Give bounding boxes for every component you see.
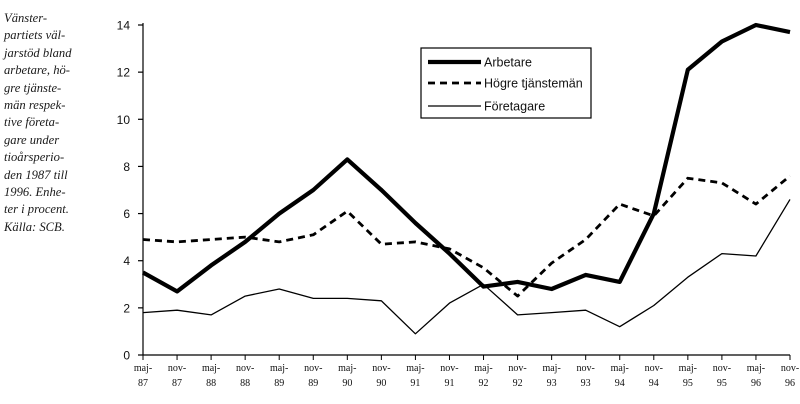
caption-line: den 1987 till <box>4 167 68 182</box>
caption-line: Vänster- <box>4 11 48 25</box>
x-tick-label: 92 <box>513 378 523 389</box>
x-tick-label: 91 <box>410 378 420 389</box>
chart-axes: 0 2 4 6 8 10 12 14 maj- 87 nov- 87 maj- 88 nov- 88 maj- 8… <box>117 19 800 390</box>
series-line <box>142 174 791 298</box>
caption-line: partiets väl- <box>4 28 66 43</box>
x-tick-label: nov- <box>372 363 390 374</box>
series-line <box>142 199 791 335</box>
x-tick-label: 92 <box>479 378 489 389</box>
x-tick-label: maj- <box>679 363 697 374</box>
x-tick-label: maj- <box>611 363 629 374</box>
x-tick-label: maj- <box>406 363 424 374</box>
x-tick-label: 96 <box>751 378 761 389</box>
x-tick-label: maj- <box>338 363 356 374</box>
y-tick-label: 4 <box>123 254 130 268</box>
x-tick-label: maj- <box>747 363 765 374</box>
x-tick-label: 89 <box>308 378 318 389</box>
chart-legend: Arbetare Högre tjänstemän Företagare <box>420 47 592 119</box>
y-tick-label: 6 <box>123 207 130 221</box>
x-tick-label: nov- <box>645 363 663 374</box>
caption-line: gare under <box>4 132 60 147</box>
chart-caption: Vänster- partiets väl- jarstöd bland arb… <box>4 10 98 236</box>
x-tick-label: nov- <box>304 363 322 374</box>
x-tick-label: nov- <box>168 363 186 374</box>
x-tick-label: 87 <box>172 378 182 389</box>
x-tick-label: nov- <box>508 363 526 374</box>
chart-series <box>141 22 791 335</box>
x-tick-label: 90 <box>342 378 352 389</box>
x-tick-label: 91 <box>444 378 454 389</box>
caption-line: Källa: SCB. <box>4 219 65 234</box>
x-tick-label: 94 <box>649 378 659 389</box>
y-tick-label: 2 <box>123 301 130 315</box>
x-tick-label: 87 <box>138 378 148 389</box>
series-line <box>141 22 791 294</box>
x-tick-label: maj- <box>134 363 152 374</box>
x-tick-label: 88 <box>240 378 250 389</box>
caption-line: jarstöd bland <box>4 45 72 60</box>
caption-line: gre tjänste- <box>4 80 62 95</box>
caption-line: män respek- <box>4 98 66 113</box>
x-tick-label: 94 <box>615 378 625 389</box>
x-tick-label: 96 <box>785 378 795 389</box>
x-tick-label: nov- <box>236 363 254 374</box>
x-tick-label: 93 <box>581 378 591 389</box>
caption-line: tive företa- <box>4 115 60 130</box>
y-tick-label: 10 <box>117 113 131 127</box>
y-tick-label: 14 <box>117 19 131 33</box>
legend-label: Högre tjänstemän <box>484 77 583 91</box>
y-tick-label: 0 <box>123 349 130 363</box>
x-tick-label: 93 <box>547 378 557 389</box>
x-tick-label: 95 <box>717 378 727 389</box>
x-tick-label: nov- <box>440 363 458 374</box>
x-tick-label: nov- <box>713 363 731 374</box>
legend-label: Arbetare <box>484 56 532 70</box>
x-tick-label: maj- <box>202 363 220 374</box>
x-tick-label: 89 <box>274 378 284 389</box>
x-tick-label: 90 <box>376 378 386 389</box>
y-tick-label: 8 <box>123 160 130 174</box>
x-tick-label: 88 <box>206 378 216 389</box>
y-tick-label: 12 <box>117 66 131 80</box>
caption-line: 1996. Enhe- <box>4 185 66 200</box>
legend-label: Företagare <box>484 100 545 114</box>
x-tick-label: maj- <box>474 363 492 374</box>
caption-line: ter i procent. <box>4 202 69 217</box>
x-tick-label: nov- <box>577 363 595 374</box>
x-tick-label: maj- <box>270 363 288 374</box>
caption-line: arbetare, hö- <box>4 63 70 78</box>
x-tick-label: nov- <box>781 363 799 374</box>
x-tick-label: maj- <box>542 363 560 374</box>
x-tick-label: 95 <box>683 378 693 389</box>
caption-line: tioårsperio- <box>4 150 65 165</box>
